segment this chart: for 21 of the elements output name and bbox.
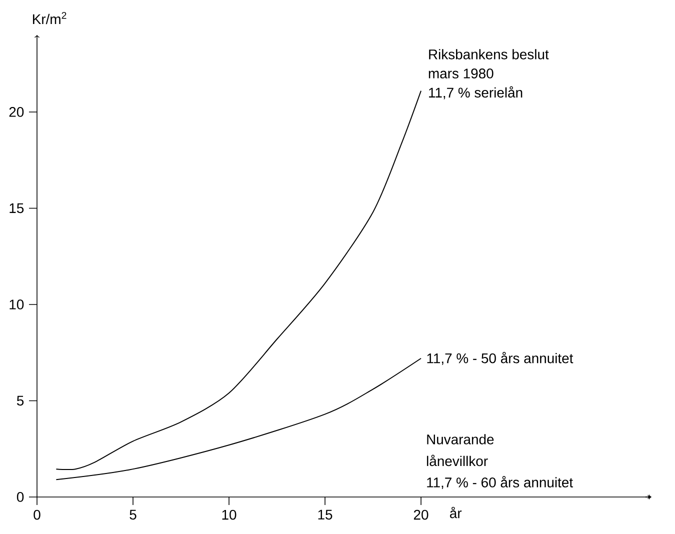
- x-tick-label: 0: [34, 510, 40, 520]
- y-tick-label: 15: [10, 203, 24, 214]
- y-tick-label: 5: [16, 396, 24, 406]
- annotation: 11,7 % - 50 års annuitet: [427, 352, 574, 365]
- annotation: Nuvarande: [427, 434, 494, 444]
- line-series: [56, 90, 422, 470]
- x-tick-label: 20: [414, 510, 428, 520]
- y-tick-label: 0: [16, 492, 24, 502]
- annotation: lånevillkor: [426, 454, 488, 466]
- annotation: 11,7 % - 60 års annuitet: [427, 476, 573, 490]
- line-series: [56, 358, 422, 480]
- y-tick-label: 10: [10, 300, 24, 310]
- annotation: Riksbankens beslut: [429, 49, 549, 60]
- x-tick-label: 5: [130, 510, 136, 520]
- annotation: 11,7 % serielån: [429, 86, 522, 100]
- y-tick-label: 20: [9, 107, 24, 117]
- x-tick-label: 10: [222, 510, 236, 520]
- x-axis-title: år: [450, 506, 462, 518]
- annotation: mars 1980: [428, 68, 494, 78]
- y-axis-title: Kr/m$^{2}$: [32, 12, 66, 24]
- x-tick-label: 15: [318, 510, 332, 520]
